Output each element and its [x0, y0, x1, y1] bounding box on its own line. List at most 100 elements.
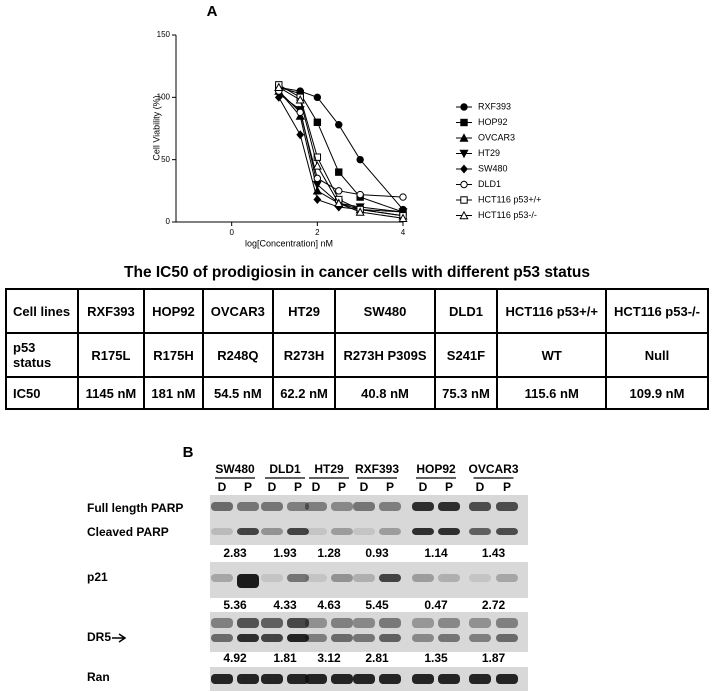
band: [211, 618, 233, 628]
table-cell: SW480: [334, 288, 436, 334]
lane-label: D: [268, 480, 277, 494]
x-tick-label: 2: [315, 228, 320, 237]
band: [379, 618, 401, 628]
point: [296, 130, 305, 140]
legend-label: OVCAR3: [478, 132, 515, 142]
series-line: [278, 86, 404, 219]
table-cell: RXF393: [77, 288, 145, 334]
band: [261, 574, 283, 582]
table-cell: R175L: [77, 332, 145, 378]
table-cell: HOP92: [142, 288, 205, 334]
row-label: Full length PARP: [87, 501, 183, 515]
band: [412, 528, 434, 535]
lane-label: D: [476, 480, 485, 494]
table-cell: IC50: [5, 376, 79, 410]
point: [335, 187, 343, 195]
y-tick-label: 150: [157, 30, 171, 39]
quantification: 5.36: [223, 598, 247, 612]
point: [335, 121, 343, 129]
band: [353, 634, 375, 642]
quantification: 2.72: [482, 598, 506, 612]
table-cell: 109.9 nM: [605, 376, 709, 410]
x-axis-label: log[Concentration] nM: [245, 238, 333, 248]
point: [334, 198, 344, 207]
point: [295, 95, 305, 104]
point: [399, 193, 407, 201]
band: [469, 574, 491, 582]
band: [305, 618, 327, 628]
legend-label: RXF393: [478, 101, 511, 111]
band: [412, 574, 434, 582]
table-cell: HT29: [271, 288, 337, 334]
y-tick-label: 0: [166, 217, 171, 226]
legend-label: DLD1: [478, 179, 501, 189]
point: [313, 195, 322, 205]
table-row: IC50 1145 nM 181 nM 54.5 nM 62.2 nM 40.8 nM 75…: [5, 376, 709, 410]
band: [211, 674, 233, 684]
band: [331, 674, 353, 684]
row-label: p21: [87, 570, 108, 584]
band: [331, 634, 353, 642]
band: [237, 574, 259, 588]
x-tick-label: 4: [401, 228, 406, 237]
table-cell: p53 status: [5, 332, 79, 378]
band: [438, 574, 460, 582]
band: [237, 634, 259, 642]
group-label: OVCAR3: [468, 462, 518, 476]
band: [305, 674, 327, 684]
quantification: 1.87: [482, 651, 506, 665]
band: [496, 502, 518, 511]
point: [356, 190, 364, 199]
lane-label: D: [360, 480, 369, 494]
quantification: 2.83: [223, 546, 247, 560]
y-tick-label: 50: [161, 155, 170, 164]
band: [353, 528, 375, 535]
quantification: 4.92: [223, 651, 247, 665]
quantification: 0.47: [424, 598, 448, 612]
blot-strip: [210, 562, 528, 598]
lane-label: P: [386, 480, 394, 494]
row-label: Ran: [87, 670, 110, 684]
band: [438, 618, 460, 628]
legend-marker: [460, 196, 468, 204]
band: [305, 574, 327, 582]
band: [353, 574, 375, 582]
legend-marker: [460, 164, 468, 174]
y-axis-label: Cell Viability (%): [151, 95, 161, 160]
band: [287, 574, 309, 582]
band: [287, 634, 309, 642]
quantification: 1.81: [273, 651, 297, 665]
band: [379, 502, 401, 511]
point: [274, 92, 283, 102]
band: [331, 502, 353, 511]
table-cell: Null: [605, 332, 709, 378]
legend-label: HOP92: [478, 117, 508, 127]
band: [469, 674, 491, 684]
band: [211, 528, 233, 535]
band: [305, 528, 327, 535]
point: [313, 118, 322, 126]
table-cell: R175H: [142, 332, 205, 378]
table-cell: WT: [496, 332, 607, 378]
band: [438, 674, 460, 684]
band: [261, 502, 283, 511]
band: [261, 528, 283, 535]
table-cell: 115.6 nM: [496, 376, 607, 410]
table-row: p53 status R175L R175H R248Q R273H R273H P309…: [5, 332, 709, 378]
table-cell: 181 nM: [142, 376, 205, 410]
point: [274, 82, 284, 92]
legend-marker: [459, 210, 469, 220]
y-tick-label: 100: [157, 92, 171, 101]
legend-marker: [460, 118, 468, 127]
band: [438, 528, 460, 535]
band: [331, 618, 353, 628]
table-cell: R248Q: [202, 332, 274, 378]
band: [261, 634, 283, 642]
band: [287, 502, 309, 511]
band: [237, 502, 259, 511]
band: [261, 618, 283, 628]
band: [353, 674, 375, 684]
point: [312, 161, 322, 170]
table-cell: 54.5 nM: [202, 376, 274, 410]
